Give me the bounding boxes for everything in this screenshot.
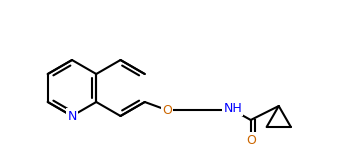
Text: O: O — [246, 134, 256, 147]
Text: O: O — [162, 103, 172, 117]
Text: NH: NH — [223, 102, 242, 114]
Text: N: N — [67, 110, 77, 123]
